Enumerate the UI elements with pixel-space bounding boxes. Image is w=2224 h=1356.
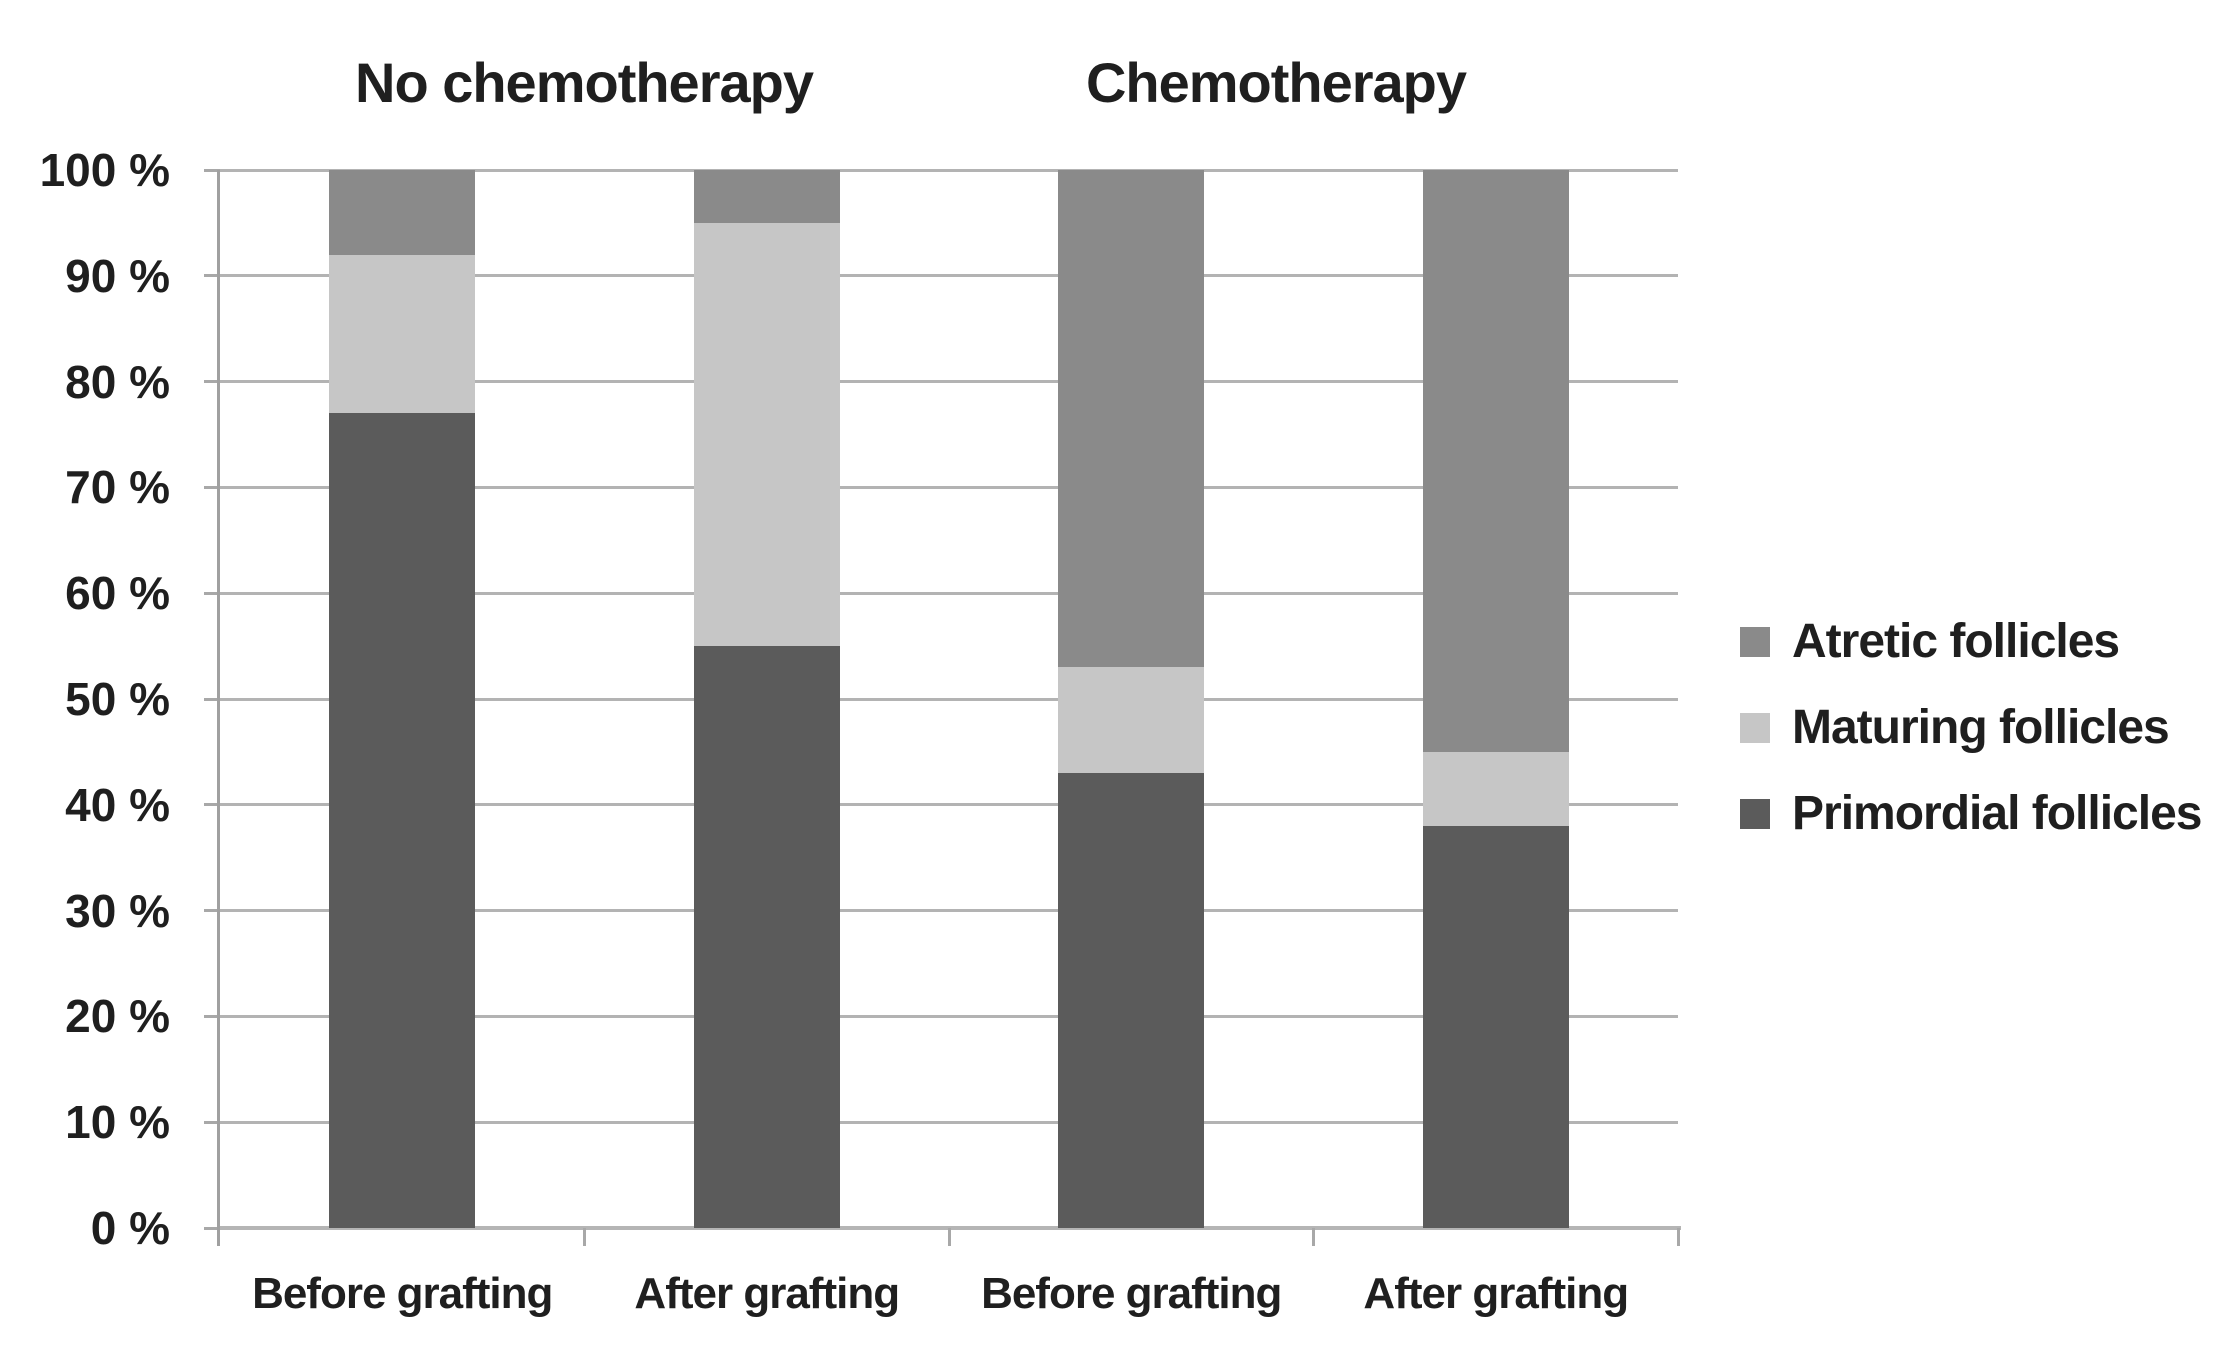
gridline-50pct: [220, 697, 1678, 701]
y-tick-label: 80 %: [65, 355, 170, 408]
y-tick-label: 0 %: [90, 1202, 170, 1254]
x-category-label: After grafting: [634, 1269, 900, 1318]
gridline-60pct: [220, 591, 1678, 595]
gridline-30pct: [220, 909, 1678, 913]
x-axis-tick: [583, 1228, 586, 1246]
y-tick-label: 90 %: [65, 249, 170, 302]
stacked-bar-2: [693, 170, 840, 1228]
bar-segment-maturing-follicles: [1058, 667, 1205, 774]
x-category-label: Before grafting: [981, 1269, 1282, 1318]
group-title-chemotherapy: Chemotherapy: [1085, 51, 1467, 114]
bar-segment-primordial-follicles: [1422, 825, 1569, 1228]
x-axis-tick: [947, 1228, 951, 1246]
stacked-bar-1: [329, 170, 476, 1228]
stacked-bar-4: [1422, 170, 1569, 1228]
y-tick-label: 60 %: [65, 567, 170, 620]
y-tick-label: 40 %: [65, 778, 170, 831]
y-tick-mark: [204, 803, 220, 807]
bar-segment-primordial-follicles: [693, 646, 840, 1228]
gridline-20pct: [220, 1014, 1678, 1018]
y-tick-mark: [204, 697, 220, 701]
x-axis-tick: [1312, 1228, 1315, 1246]
y-tick-mark: [204, 1226, 220, 1230]
group-title-no-chemotherapy: No chemotherapy: [355, 51, 814, 114]
x-axis-line: [220, 1226, 1681, 1230]
gridline-40pct: [220, 803, 1678, 807]
bar-segment-primordial-follicles: [1058, 773, 1205, 1228]
y-tick-mark: [204, 1014, 220, 1018]
y-tick-mark: [204, 168, 220, 172]
legend-label: Atretic follicles: [1792, 615, 2120, 668]
gridline-10pct: [220, 1120, 1678, 1124]
y-tick-mark: [204, 909, 220, 913]
y-tick-label: 30 %: [65, 884, 170, 937]
legend-swatch-maturing-follicles: [1740, 713, 1770, 743]
y-tick-mark: [204, 591, 220, 595]
gridline-70pct: [220, 485, 1678, 489]
y-tick-mark: [204, 274, 220, 278]
legend-label: Maturing follicles: [1792, 701, 2170, 754]
y-axis-line: [217, 170, 220, 1246]
bar-segment-maturing-follicles: [693, 222, 840, 647]
gridline-80pct: [220, 380, 1678, 384]
y-tick-mark: [204, 380, 220, 384]
legend-label: Primordial follicles: [1792, 787, 2202, 840]
gridline-90pct: [220, 274, 1678, 278]
y-tick-label: 70 %: [65, 461, 170, 514]
stacked-bar-3: [1058, 170, 1205, 1228]
y-tick-label: 50 %: [65, 673, 170, 725]
x-category-label: After grafting: [1363, 1269, 1629, 1318]
bar-segment-atretic-follicles: [329, 170, 476, 255]
bar-segment-atretic-follicles: [693, 170, 840, 223]
legend-swatch-atretic-follicles: [1740, 627, 1770, 657]
bar-segment-primordial-follicles: [329, 413, 476, 1228]
y-tick-label: 10 %: [65, 1096, 170, 1149]
y-tick-label: 20 %: [65, 990, 170, 1043]
bar-segment-atretic-follicles: [1058, 170, 1205, 668]
bar-segment-maturing-follicles: [329, 254, 476, 414]
y-tick-mark: [204, 1120, 220, 1124]
bar-segment-maturing-follicles: [1422, 751, 1569, 826]
legend-swatch-primordial-follicles: [1740, 799, 1770, 829]
bar-segment-atretic-follicles: [1422, 170, 1569, 752]
x-axis-tick: [1676, 1228, 1680, 1246]
y-tick-mark: [204, 485, 220, 489]
gridline-100pct: [220, 168, 1678, 172]
y-tick-label: 100 %: [39, 144, 170, 196]
x-category-label: Before grafting: [252, 1269, 553, 1318]
